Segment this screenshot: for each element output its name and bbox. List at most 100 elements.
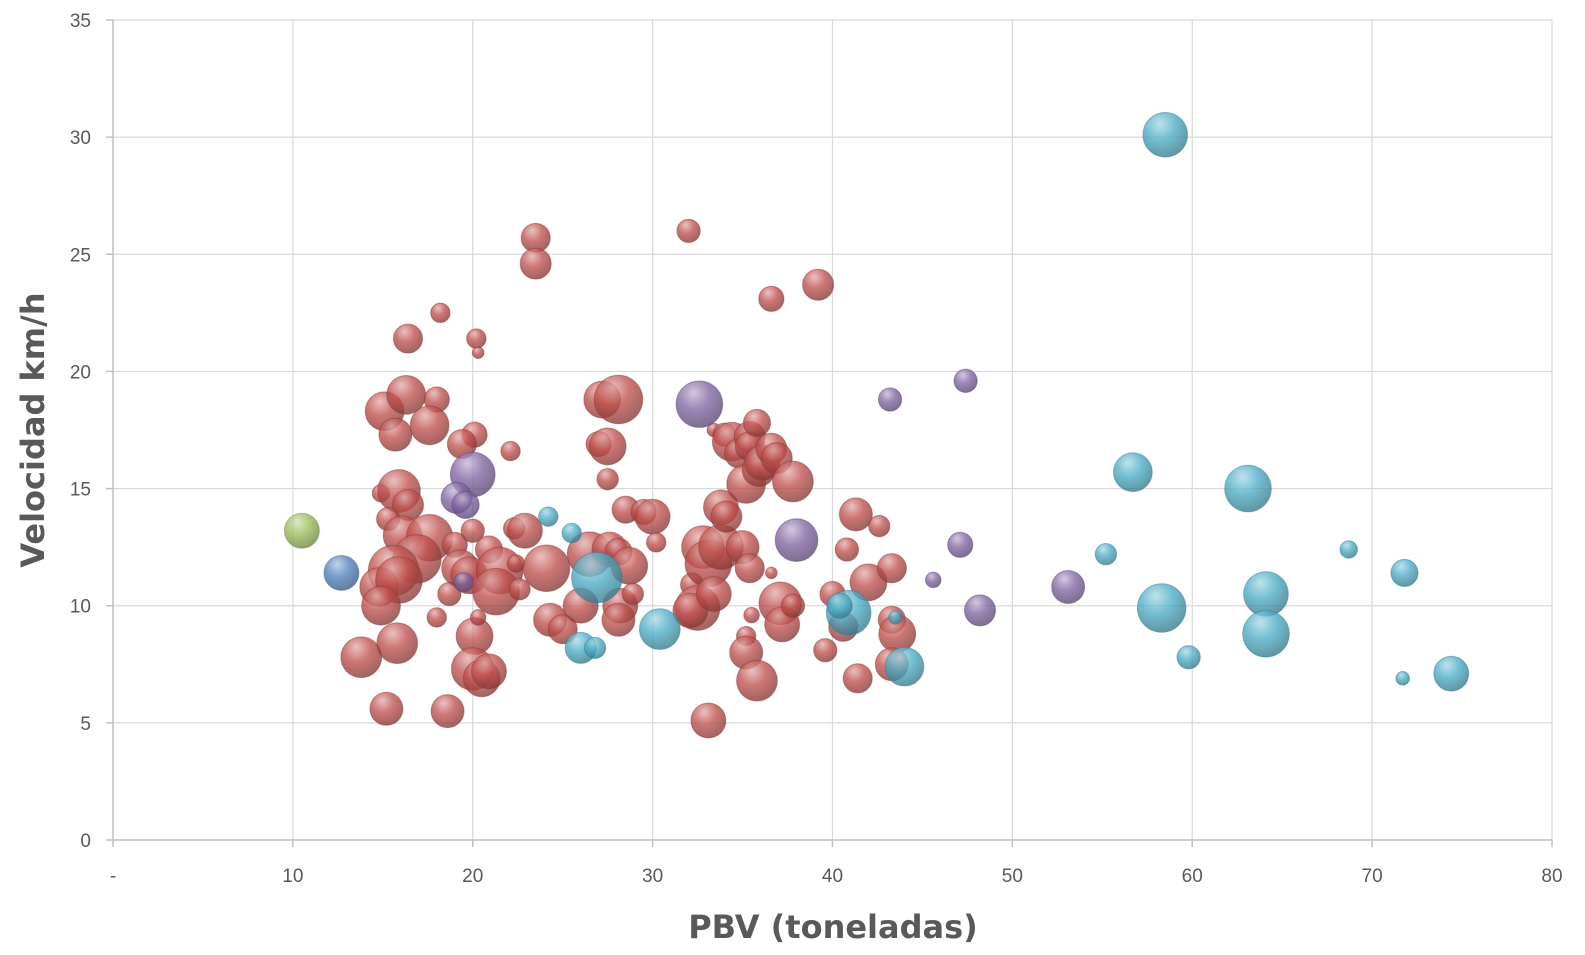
y-tick-label: 15 bbox=[70, 480, 91, 501]
y-tick-label: 25 bbox=[70, 245, 91, 266]
bubble-point bbox=[621, 582, 645, 606]
bubble-point bbox=[500, 440, 521, 462]
bubble-point bbox=[1242, 610, 1290, 658]
bubble-point bbox=[884, 646, 925, 687]
gridlines bbox=[113, 19, 1553, 840]
bubble-point bbox=[361, 585, 401, 626]
y-tick-label: 30 bbox=[70, 128, 91, 149]
bubble-point bbox=[780, 593, 806, 618]
bubble-point bbox=[1112, 452, 1153, 493]
bubble-point bbox=[758, 285, 785, 312]
y-tick-label: 0 bbox=[80, 831, 91, 852]
bubble-point bbox=[430, 694, 465, 729]
bubble-point bbox=[634, 498, 671, 535]
bubble-point bbox=[1243, 571, 1289, 617]
bubble-point bbox=[561, 522, 582, 544]
bubble-point bbox=[1142, 111, 1189, 158]
bubble-point bbox=[675, 380, 724, 429]
bubbles bbox=[283, 111, 1470, 739]
bubble-point bbox=[826, 592, 853, 619]
bubble-point bbox=[409, 405, 450, 446]
bubble-point bbox=[583, 636, 607, 660]
x-tick-label: 70 bbox=[1362, 866, 1383, 887]
bubble-point bbox=[1395, 671, 1410, 686]
bubble-point bbox=[772, 460, 814, 503]
bubble-point bbox=[596, 468, 619, 491]
bubble-point bbox=[508, 578, 531, 601]
bubble-point bbox=[736, 659, 778, 702]
bubble-point bbox=[470, 653, 507, 690]
bubble-point bbox=[638, 608, 681, 651]
x-tick-label: 10 bbox=[282, 866, 303, 887]
bubble-point bbox=[471, 346, 485, 360]
y-tick-label: 5 bbox=[80, 714, 91, 735]
bubble-point bbox=[453, 572, 474, 593]
bubble-point bbox=[392, 323, 424, 354]
x-tick-label: 40 bbox=[822, 866, 843, 887]
bubble-point bbox=[506, 554, 526, 573]
bubble-point bbox=[323, 554, 360, 591]
bubble-point bbox=[774, 518, 819, 562]
bubble-point bbox=[571, 551, 623, 604]
bubble-point bbox=[378, 417, 413, 452]
bubble-point bbox=[430, 302, 451, 324]
bubble-point bbox=[593, 374, 644, 425]
y-axis-title: Velocidad km/h bbox=[14, 292, 52, 567]
y-tick-label: 10 bbox=[70, 597, 91, 618]
bubble-point bbox=[522, 544, 571, 593]
axes bbox=[106, 19, 1553, 847]
x-tick-label: 30 bbox=[642, 866, 663, 887]
bubble-point bbox=[876, 553, 907, 584]
bubble-point bbox=[676, 218, 701, 243]
bubble-point bbox=[690, 702, 727, 739]
bubble-point bbox=[376, 622, 419, 665]
y-tick-label: 35 bbox=[70, 11, 91, 32]
bubble-point bbox=[888, 610, 903, 625]
x-tick-label: 50 bbox=[1002, 866, 1023, 887]
bubble-point bbox=[340, 636, 383, 679]
bubble-point bbox=[742, 408, 772, 438]
bubble-point bbox=[283, 512, 320, 549]
bubble-point bbox=[963, 594, 997, 627]
bubble-point bbox=[710, 500, 743, 533]
bubble-point bbox=[953, 368, 978, 393]
bubble-point bbox=[813, 638, 838, 663]
bubble-point bbox=[426, 607, 447, 628]
bubble-point bbox=[842, 663, 873, 694]
bubble-point bbox=[765, 566, 778, 580]
bubble-point bbox=[1390, 558, 1419, 587]
bubble-point bbox=[1094, 543, 1118, 566]
bubble-point bbox=[1051, 569, 1086, 604]
bubble-point bbox=[1433, 655, 1470, 692]
bubble-point bbox=[451, 490, 480, 520]
bubble-point bbox=[743, 606, 760, 624]
bubble-point bbox=[506, 512, 543, 549]
y-tick-label: 20 bbox=[70, 362, 91, 383]
bubble-point bbox=[868, 514, 891, 538]
bubble-point bbox=[460, 518, 485, 543]
bubble-point bbox=[1224, 464, 1272, 513]
x-tick-label: 60 bbox=[1182, 866, 1203, 887]
bubble-point bbox=[1339, 540, 1358, 559]
bubble-point bbox=[838, 497, 873, 532]
bubble-point bbox=[947, 531, 974, 558]
bubble-point bbox=[1176, 645, 1201, 670]
x-tick-label: - bbox=[110, 866, 116, 887]
bubble-point bbox=[834, 537, 860, 562]
bubble-point bbox=[802, 268, 835, 301]
bubble-point bbox=[369, 691, 404, 726]
bubble-point bbox=[877, 387, 903, 412]
bubble-point bbox=[519, 247, 552, 280]
x-tick-label: 80 bbox=[1541, 866, 1562, 887]
bubble-point bbox=[646, 532, 667, 553]
tick-labels: 0 5 10 15 20 25 30 35 - 10 20 30 40 50 60 70 80 bbox=[70, 11, 1563, 887]
x-tick-label: 20 bbox=[462, 866, 483, 887]
bubble-point bbox=[466, 328, 487, 349]
bubble-point bbox=[601, 602, 636, 637]
bubble-point bbox=[924, 571, 942, 589]
bubble-point bbox=[734, 553, 765, 584]
bubble-point bbox=[695, 576, 732, 612]
bubble-point bbox=[588, 427, 627, 466]
